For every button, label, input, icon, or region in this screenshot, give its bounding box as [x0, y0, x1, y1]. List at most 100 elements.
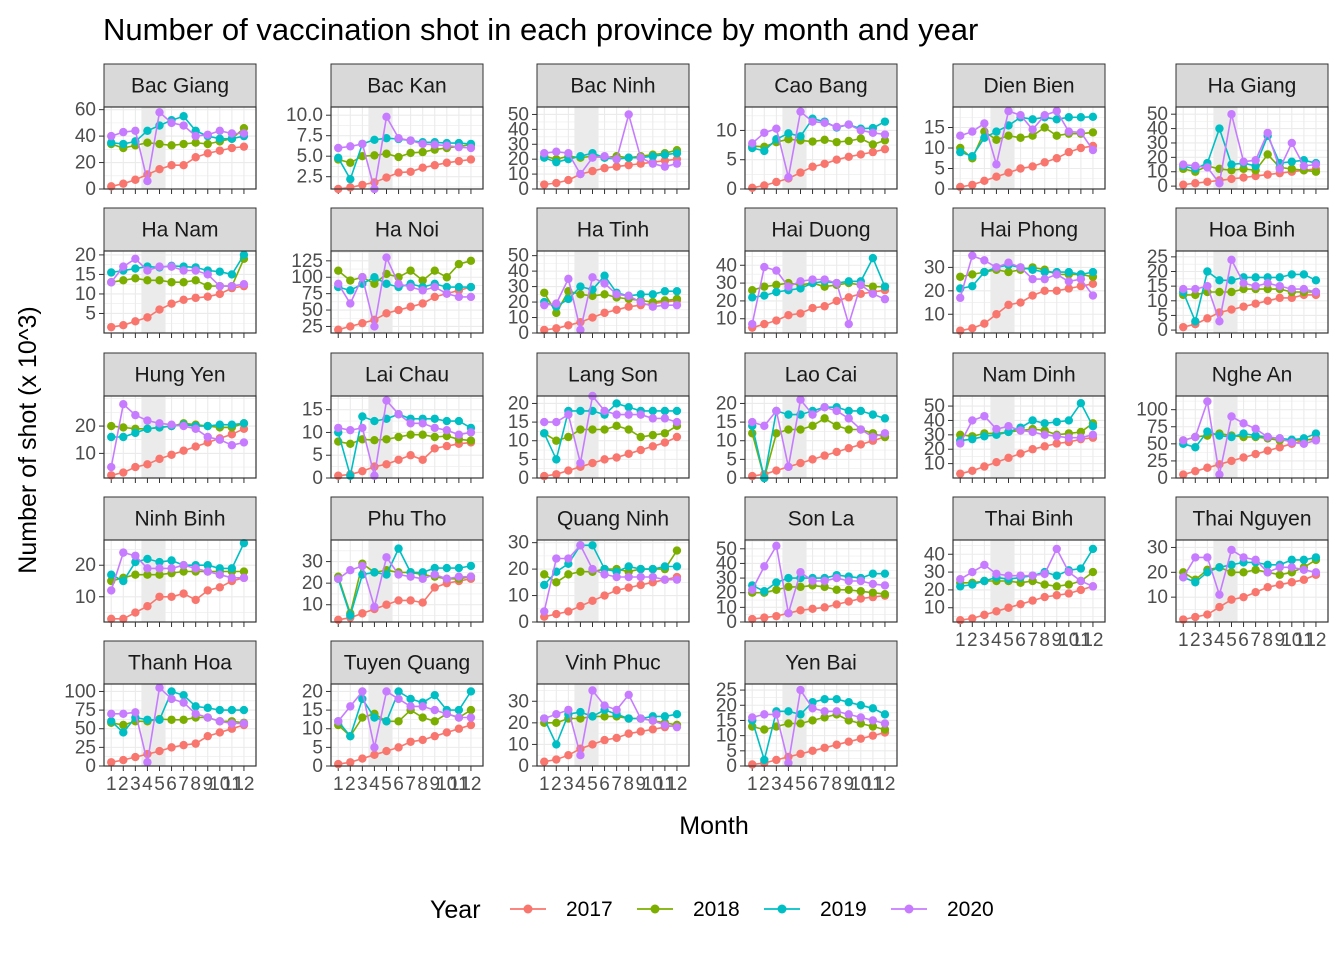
series-2017: [540, 432, 682, 481]
data-point: [155, 570, 164, 579]
legend: Year 2017 2018 2019 2020: [430, 896, 994, 924]
data-point: [1299, 284, 1309, 294]
data-point: [880, 589, 890, 599]
data-point: [844, 293, 853, 302]
data-point: [1227, 568, 1236, 577]
data-point: [624, 690, 633, 699]
y-tick-label: 50: [716, 539, 737, 560]
data-point: [370, 435, 379, 445]
data-point: [636, 159, 645, 168]
data-point: [1016, 599, 1025, 609]
data-point: [1076, 281, 1086, 291]
data-point: [968, 416, 977, 425]
data-point: [968, 567, 977, 577]
data-point: [119, 432, 128, 442]
data-point: [968, 152, 977, 161]
data-point: [672, 294, 682, 304]
data-point: [1004, 131, 1013, 140]
data-point: [227, 281, 237, 291]
data-point: [167, 694, 176, 704]
data-point: [588, 291, 597, 301]
facet-strip: [744, 63, 898, 108]
data-point: [418, 139, 427, 149]
y-tick-label: 20: [1147, 147, 1168, 168]
data-point: [346, 702, 355, 711]
data-point: [167, 687, 176, 696]
data-point: [856, 594, 866, 603]
data-point: [119, 320, 128, 330]
series-2017: [956, 279, 1098, 335]
data-point: [418, 713, 427, 722]
data-point: [358, 609, 367, 618]
facet-strip: [744, 640, 898, 685]
data-point: [1311, 436, 1321, 445]
data-point: [600, 591, 609, 600]
data-point: [588, 273, 597, 282]
y-tick-label: 100: [64, 681, 96, 702]
data-point: [1275, 281, 1284, 291]
data-point: [107, 709, 116, 719]
data-point: [760, 262, 769, 272]
data-point: [346, 611, 355, 620]
data-point: [856, 719, 866, 728]
data-point: [1179, 160, 1188, 169]
series-2020: [334, 112, 476, 194]
y-tick-label: 7.5: [297, 126, 323, 147]
y-tick-label: 50: [75, 719, 96, 740]
data-point: [239, 142, 249, 151]
panel-border: [330, 250, 484, 334]
data-point: [382, 112, 391, 122]
data-point: [418, 568, 427, 577]
data-point: [832, 278, 841, 288]
data-point: [612, 572, 621, 582]
x-tick-label: 7: [611, 774, 622, 795]
series-2017: [107, 573, 249, 624]
legend-item-2017: 2017: [510, 898, 613, 921]
data-point: [540, 429, 549, 438]
data-point: [1215, 287, 1224, 297]
data-point: [167, 118, 176, 128]
data-point: [191, 276, 200, 285]
x-tick-label: 8: [1039, 630, 1050, 651]
y-tick-label: 0: [934, 179, 945, 200]
data-point: [1299, 270, 1309, 279]
data-point: [868, 722, 878, 731]
data-point: [1016, 298, 1025, 307]
data-point: [370, 471, 379, 480]
data-point: [370, 750, 379, 760]
data-point: [672, 562, 682, 571]
data-point: [1263, 279, 1272, 288]
data-point: [1227, 174, 1236, 184]
data-point: [868, 588, 878, 597]
data-point: [370, 743, 379, 752]
series-2017: [107, 720, 249, 767]
data-point: [394, 717, 403, 726]
data-point: [1179, 470, 1188, 479]
data-point: [672, 159, 682, 168]
panel-border: [330, 683, 484, 767]
data-point: [406, 451, 415, 460]
data-point: [808, 303, 817, 313]
panel-border: [744, 539, 898, 623]
y-tick-label: 20: [1147, 562, 1168, 583]
data-point: [600, 163, 609, 173]
data-point: [832, 573, 841, 583]
data-point: [430, 444, 439, 453]
data-point: [772, 266, 781, 275]
data-point: [856, 713, 866, 722]
data-point: [1287, 563, 1297, 572]
data-point: [1016, 571, 1025, 580]
data-point: [856, 150, 866, 159]
data-point: [1076, 576, 1086, 586]
panel-border: [330, 395, 484, 479]
series-2020: [334, 553, 476, 612]
data-point: [868, 289, 878, 298]
data-point: [1275, 164, 1284, 174]
data-point: [131, 317, 140, 326]
legend-label: 2017: [566, 898, 613, 921]
data-point: [1004, 571, 1013, 580]
data-point: [382, 149, 391, 158]
y-tick-label: 20: [1147, 262, 1168, 283]
data-point: [660, 712, 670, 721]
